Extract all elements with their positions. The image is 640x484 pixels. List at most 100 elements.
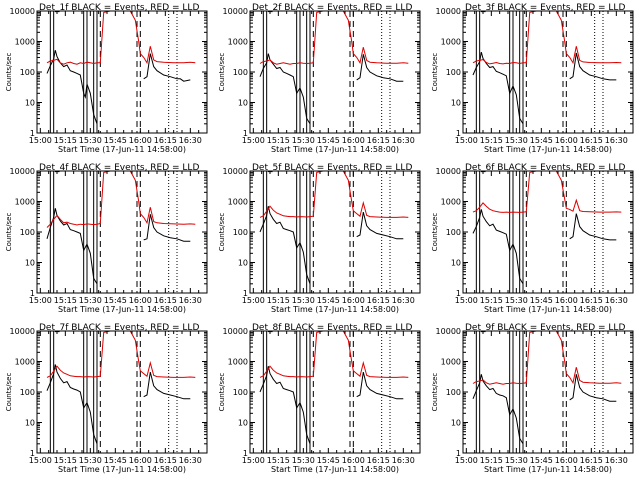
plot-frame (249, 170, 421, 294)
detector-panel: Det_6f BLACK = Events, RED = LLD 1 10 100 10… (431, 163, 634, 314)
x-axis-label: Start Time (17-Jun-11 14:58:00) (271, 465, 399, 474)
x-tick-label: 15:15 (267, 296, 290, 305)
x-tick-label: 16:00 (129, 136, 152, 145)
y-tick-label: 10000 (436, 7, 461, 16)
y-tick-label: 1 (30, 129, 35, 138)
y-tick-label: 10000 (436, 327, 461, 336)
x-tick-label: 15:00 (455, 296, 478, 305)
x-tick-label: 15:00 (455, 456, 478, 465)
x-axis-label: Start Time (17-Jun-11 14:58:00) (484, 305, 612, 314)
y-tick-label: 1 (243, 449, 248, 458)
y-tick-label: 1000 (228, 38, 248, 47)
panel-title: Det_6f BLACK = Events, RED = LLD (465, 163, 625, 173)
events-rate-line (472, 374, 524, 445)
x-tick-label: 16:00 (342, 456, 365, 465)
x-tick-label: 15:30 (505, 456, 528, 465)
x-tick-label: 15:15 (54, 456, 77, 465)
y-tick-label: 100 (20, 388, 35, 397)
plot-area (472, 171, 622, 293)
x-tick-label: 16:00 (342, 296, 365, 305)
x-tick-label: 15:30 (292, 456, 315, 465)
events-rate-line (143, 214, 191, 242)
y-tick-label: 10 (238, 259, 248, 268)
y-axis-label: Counts/sec (5, 373, 13, 412)
x-tick-label: 16:15 (367, 136, 390, 145)
y-tick-label: 1 (456, 129, 461, 138)
x-tick-label: 16:15 (367, 456, 390, 465)
x-tick-label: 15:45 (104, 296, 127, 305)
panel-title: Det_3f BLACK = Events, RED = LLD (465, 3, 625, 13)
y-tick-label: 100 (446, 388, 461, 397)
x-tick-label: 15:45 (317, 136, 340, 145)
x-tick-label: 16:15 (367, 296, 390, 305)
detector-panel: Det_5f BLACK = Events, RED = LLD 1 10 100 10… (218, 163, 421, 314)
x-tick-label: 15:30 (79, 456, 102, 465)
y-axis-label: Counts/sec (218, 373, 226, 412)
plot-area (472, 331, 622, 453)
y-tick-label: 1 (30, 289, 35, 298)
y-tick-label: 100 (233, 228, 248, 237)
lld-rate-line (472, 11, 622, 65)
y-tick-label: 10 (25, 419, 35, 428)
plot-area (472, 11, 622, 133)
events-rate-line (143, 53, 191, 82)
x-tick-label: 16:00 (555, 296, 578, 305)
y-tick-label: 1000 (228, 358, 248, 367)
lld-rate-line (46, 11, 196, 65)
y-tick-label: 1000 (441, 358, 461, 367)
y-axis-label: Counts/sec (218, 213, 226, 252)
y-tick-label: 10 (451, 99, 461, 108)
y-tick-label: 10 (238, 99, 248, 108)
y-tick-label: 100 (233, 68, 248, 77)
panel-title: Det_4f BLACK = Events, RED = LLD (39, 163, 199, 173)
y-tick-label: 1 (30, 449, 35, 458)
x-tick-label: 16:15 (580, 456, 603, 465)
x-tick-label: 15:00 (455, 136, 478, 145)
x-tick-label: 15:00 (242, 456, 265, 465)
plot-area (259, 171, 409, 293)
x-axis-label: Start Time (17-Jun-11 14:58:00) (484, 145, 612, 154)
x-tick-label: 15:30 (292, 136, 315, 145)
x-tick-label: 15:15 (54, 136, 77, 145)
y-tick-label: 1000 (15, 358, 35, 367)
lld-rate-line (259, 11, 409, 65)
plot-area (46, 331, 196, 453)
y-axis-label: Counts/sec (431, 53, 439, 92)
y-tick-label: 100 (446, 68, 461, 77)
detector-panel: Det_8f BLACK = Events, RED = LLD 1 10 100 10… (218, 323, 421, 474)
y-tick-label: 10000 (223, 7, 248, 16)
y-axis-label: Counts/sec (431, 213, 439, 252)
x-axis-label: Start Time (17-Jun-11 14:58:00) (484, 465, 612, 474)
x-tick-label: 16:30 (392, 296, 415, 305)
x-tick-label: 16:15 (154, 136, 177, 145)
plot-area (46, 171, 196, 293)
y-tick-label: 1000 (15, 38, 35, 47)
x-tick-label: 16:00 (129, 296, 152, 305)
x-tick-label: 16:00 (555, 456, 578, 465)
panel-title: Det_8f BLACK = Events, RED = LLD (252, 323, 412, 333)
panel-title: Det_9f BLACK = Events, RED = LLD (465, 323, 625, 333)
x-tick-label: 15:30 (505, 296, 528, 305)
lld-rate-line (472, 171, 622, 213)
detector-panel: Det_1f BLACK = Events, RED = LLD 1 10 100 10… (5, 3, 208, 154)
x-tick-label: 16:15 (580, 136, 603, 145)
events-rate-line (259, 206, 311, 284)
y-tick-label: 100 (233, 388, 248, 397)
y-tick-label: 1000 (441, 38, 461, 47)
y-tick-label: 100 (20, 68, 35, 77)
x-tick-label: 15:15 (267, 136, 290, 145)
lld-rate-line (472, 331, 622, 385)
plot-frame (462, 170, 634, 294)
y-axis-label: Counts/sec (218, 53, 226, 92)
y-tick-label: 10 (25, 99, 35, 108)
y-tick-label: 1000 (228, 198, 248, 207)
x-tick-label: 15:15 (54, 296, 77, 305)
lld-rate-line (259, 331, 409, 378)
x-tick-label: 15:45 (317, 296, 340, 305)
y-tick-label: 1 (456, 449, 461, 458)
events-rate-line (46, 364, 98, 444)
x-tick-label: 16:30 (392, 136, 415, 145)
x-tick-label: 15:15 (267, 456, 290, 465)
y-axis-label: Counts/sec (5, 213, 13, 252)
x-tick-label: 15:30 (79, 296, 102, 305)
